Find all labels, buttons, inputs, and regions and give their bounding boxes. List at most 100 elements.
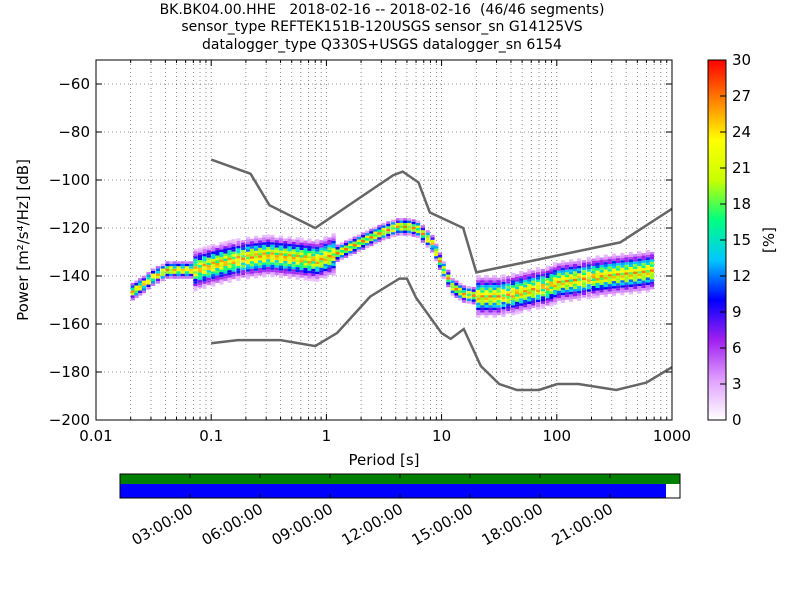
density-cell (307, 260, 312, 264)
density-cell (545, 273, 550, 276)
density-cell (262, 257, 267, 260)
density-cell (611, 273, 616, 277)
density-cell (649, 271, 655, 275)
density-cell (540, 276, 545, 279)
density-cell (586, 264, 591, 267)
density-cell (641, 275, 646, 279)
density-cell (180, 271, 185, 274)
density-cell (262, 274, 267, 278)
density-cell (236, 263, 241, 266)
density-cell (628, 279, 633, 282)
density-cell (591, 283, 596, 286)
density-cell (254, 245, 259, 249)
density-cell (295, 257, 300, 260)
density-cell (311, 251, 316, 254)
new-low-noise-model-line (211, 277, 672, 392)
density-cell (434, 243, 439, 247)
density-cell (311, 258, 316, 262)
density-cell (327, 244, 332, 248)
density-cell (446, 284, 451, 288)
density-cell (577, 275, 582, 279)
density-cell (628, 257, 633, 260)
density-cell (406, 230, 412, 234)
density-cell (527, 269, 532, 272)
density-cell (287, 266, 292, 269)
density-cell (637, 278, 642, 282)
density-cell (319, 267, 324, 271)
density-cell (649, 281, 655, 285)
density-cell (616, 283, 621, 286)
density-cell (395, 230, 400, 234)
density-cell (295, 267, 300, 270)
density-cell (641, 280, 646, 284)
density-cell (180, 266, 185, 269)
coverage-time-label: 03:00:00 (129, 500, 196, 549)
density-cell (254, 275, 259, 279)
density-cell (545, 298, 550, 301)
density-cell (549, 294, 554, 297)
density-cell (254, 253, 259, 256)
density-cell (223, 241, 228, 244)
density-cell (245, 236, 251, 240)
density-cell (206, 280, 211, 283)
density-cell (327, 259, 332, 263)
density-cell (395, 233, 400, 236)
density-cell (151, 268, 156, 271)
density-cell (211, 269, 216, 272)
density-cell (645, 250, 650, 253)
density-cell (531, 293, 536, 296)
density-cell (586, 259, 591, 262)
density-cell (231, 276, 236, 280)
density-cell (160, 263, 165, 267)
density-cell (437, 255, 443, 258)
density-cell (476, 285, 481, 288)
density-cell (291, 261, 296, 265)
density-cell (484, 292, 489, 296)
colorbar-tick-label: 9 (732, 303, 742, 321)
density-cell (274, 272, 279, 276)
density-cell (278, 235, 284, 239)
density-cell (270, 272, 275, 275)
density-cell (476, 310, 481, 313)
density-cell (381, 222, 386, 226)
density-cell (549, 301, 554, 304)
density-cell (138, 285, 143, 289)
density-cell (603, 282, 608, 285)
density-cell (560, 272, 566, 276)
density-cell (211, 259, 216, 262)
density-cell (274, 260, 279, 263)
density-cell (223, 271, 228, 274)
density-cell (556, 293, 561, 296)
density-cell (616, 290, 621, 294)
density-cell (536, 287, 541, 290)
density-cell (454, 283, 459, 286)
density-cell (339, 242, 344, 245)
density-cell (560, 285, 566, 288)
density-cell (425, 242, 430, 246)
density-cell (536, 267, 541, 270)
density-cell (527, 286, 532, 289)
density-cell (591, 286, 596, 289)
density-cell (323, 258, 328, 262)
density-cell (628, 292, 633, 295)
density-cell (624, 272, 629, 275)
density-cell (283, 251, 288, 254)
density-cell (466, 296, 471, 299)
density-cell (637, 288, 642, 292)
density-cell (348, 243, 353, 246)
density-cell (591, 281, 596, 284)
density-cell (603, 262, 608, 265)
density-cell (633, 259, 638, 262)
density-cell (270, 264, 275, 268)
density-cell (138, 280, 143, 284)
y-tick-label: −80 (58, 123, 90, 141)
density-cell (287, 256, 292, 259)
density-cell (616, 270, 621, 274)
density-cell (141, 275, 146, 279)
density-cell (258, 257, 263, 261)
density-cell (527, 301, 532, 304)
density-cell (399, 218, 404, 221)
coverage-time-label: 15:00:00 (409, 500, 476, 549)
density-cell (403, 218, 408, 221)
density-cell (406, 228, 412, 231)
